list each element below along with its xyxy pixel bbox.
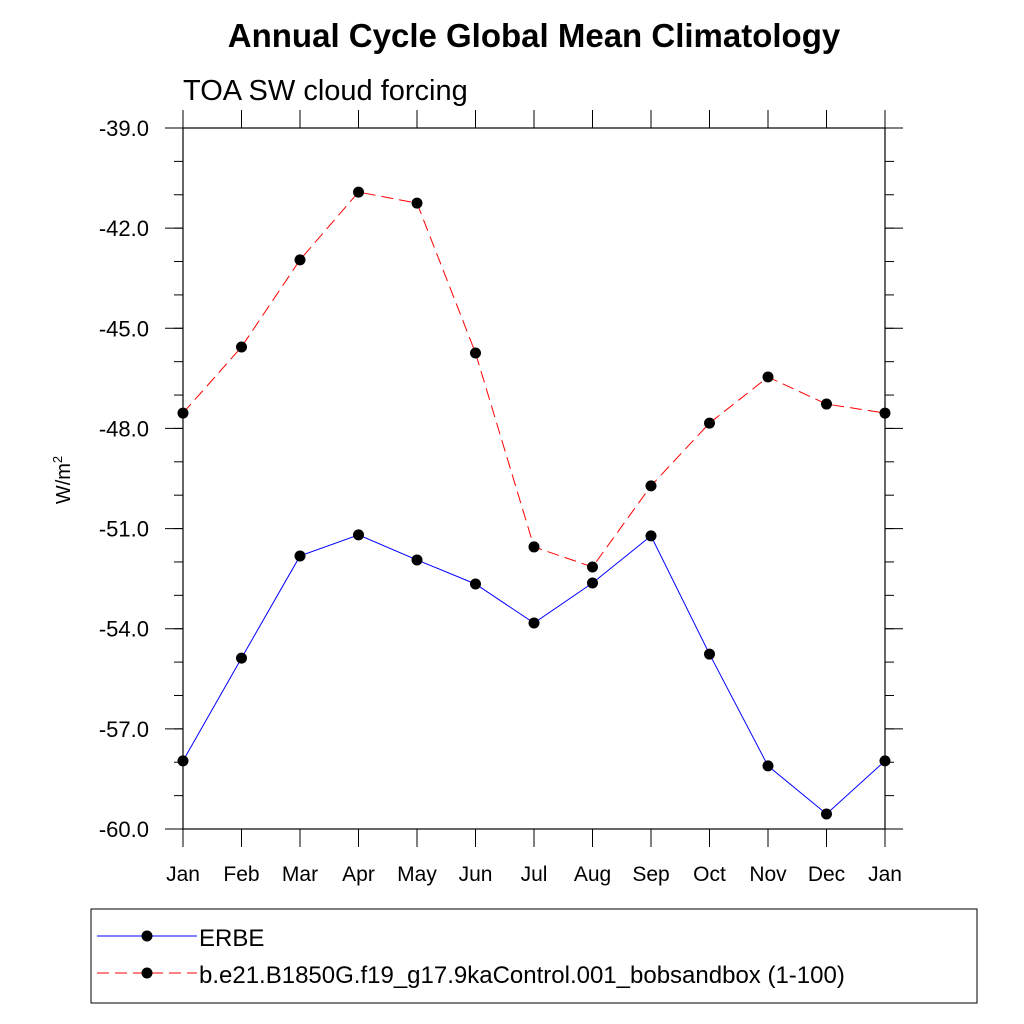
plot-frame bbox=[182, 127, 886, 830]
legend: ERBE b.e21.B1850G.f19_g17.9kaControl.001_… bbox=[90, 908, 978, 1004]
x-tick-label: Oct bbox=[693, 863, 726, 886]
y-tick-label: -54.0 bbox=[99, 617, 149, 642]
legend-label-1: b.e21.B1850G.f19_g17.9kaControl.001_bobs… bbox=[199, 962, 845, 989]
chart-subtitle: TOA SW cloud forcing bbox=[183, 75, 468, 107]
data-point-0 bbox=[353, 529, 364, 541]
data-point-0 bbox=[470, 578, 481, 590]
y-tick-label: -51.0 bbox=[99, 517, 149, 542]
legend-box bbox=[90, 908, 978, 1004]
data-point-0 bbox=[411, 554, 423, 566]
data-point-0 bbox=[587, 577, 598, 589]
data-point-0 bbox=[236, 652, 247, 664]
data-point-1 bbox=[411, 197, 423, 209]
data-point-0 bbox=[704, 648, 715, 660]
series-line-0 bbox=[182, 534, 886, 815]
legend-label-0: ERBE bbox=[199, 925, 264, 952]
legend-marker-0 bbox=[141, 930, 153, 942]
x-tick-label: Apr bbox=[342, 863, 375, 886]
y-tick-label: -57.0 bbox=[99, 717, 149, 742]
data-point-1 bbox=[762, 371, 774, 383]
y-tick-label: -60.0 bbox=[99, 817, 149, 842]
chart-title: Annual Cycle Global Mean Climatology bbox=[228, 17, 841, 54]
data-point-1 bbox=[294, 254, 306, 266]
x-tick-label: Dec bbox=[808, 863, 845, 886]
y-tick-label: -39.0 bbox=[99, 116, 149, 141]
x-tick-label: Nov bbox=[749, 863, 787, 886]
x-tick-label: Jun bbox=[459, 863, 493, 886]
y-axis-label: W/m2 bbox=[50, 456, 75, 504]
x-tick-label: Jul bbox=[521, 863, 548, 886]
x-tick-label: Feb bbox=[223, 863, 259, 886]
x-tick-label: May bbox=[397, 863, 437, 886]
data-point-1 bbox=[821, 398, 832, 410]
x-tick-label: Sep bbox=[632, 863, 669, 886]
y-axis-label-text: W/m bbox=[53, 463, 75, 504]
data-point-0 bbox=[528, 617, 540, 629]
data-point-0 bbox=[821, 808, 832, 820]
data-point-1 bbox=[470, 347, 481, 359]
data-point-1 bbox=[704, 417, 715, 429]
x-tick-label: Mar bbox=[282, 863, 318, 886]
x-tick-label: Aug bbox=[574, 863, 611, 886]
y-tick-label: -48.0 bbox=[99, 416, 149, 441]
x-tick-label: Jan bbox=[166, 863, 200, 886]
legend-marker-1 bbox=[141, 967, 153, 979]
series-line-1 bbox=[182, 191, 886, 568]
x-tick-label: Jan bbox=[868, 863, 902, 886]
data-point-0 bbox=[762, 760, 774, 772]
data-point-1 bbox=[587, 561, 598, 573]
data-point-1 bbox=[353, 186, 364, 198]
data-point-1 bbox=[528, 541, 540, 553]
data-point-1 bbox=[236, 341, 247, 353]
y-axis-label-superscript: 2 bbox=[50, 456, 65, 463]
y-tick-label: -45.0 bbox=[99, 316, 149, 341]
data-point-0 bbox=[645, 530, 657, 542]
y-tick-label: -42.0 bbox=[99, 216, 149, 241]
data-point-1 bbox=[645, 480, 657, 492]
data-point-0 bbox=[294, 550, 306, 562]
